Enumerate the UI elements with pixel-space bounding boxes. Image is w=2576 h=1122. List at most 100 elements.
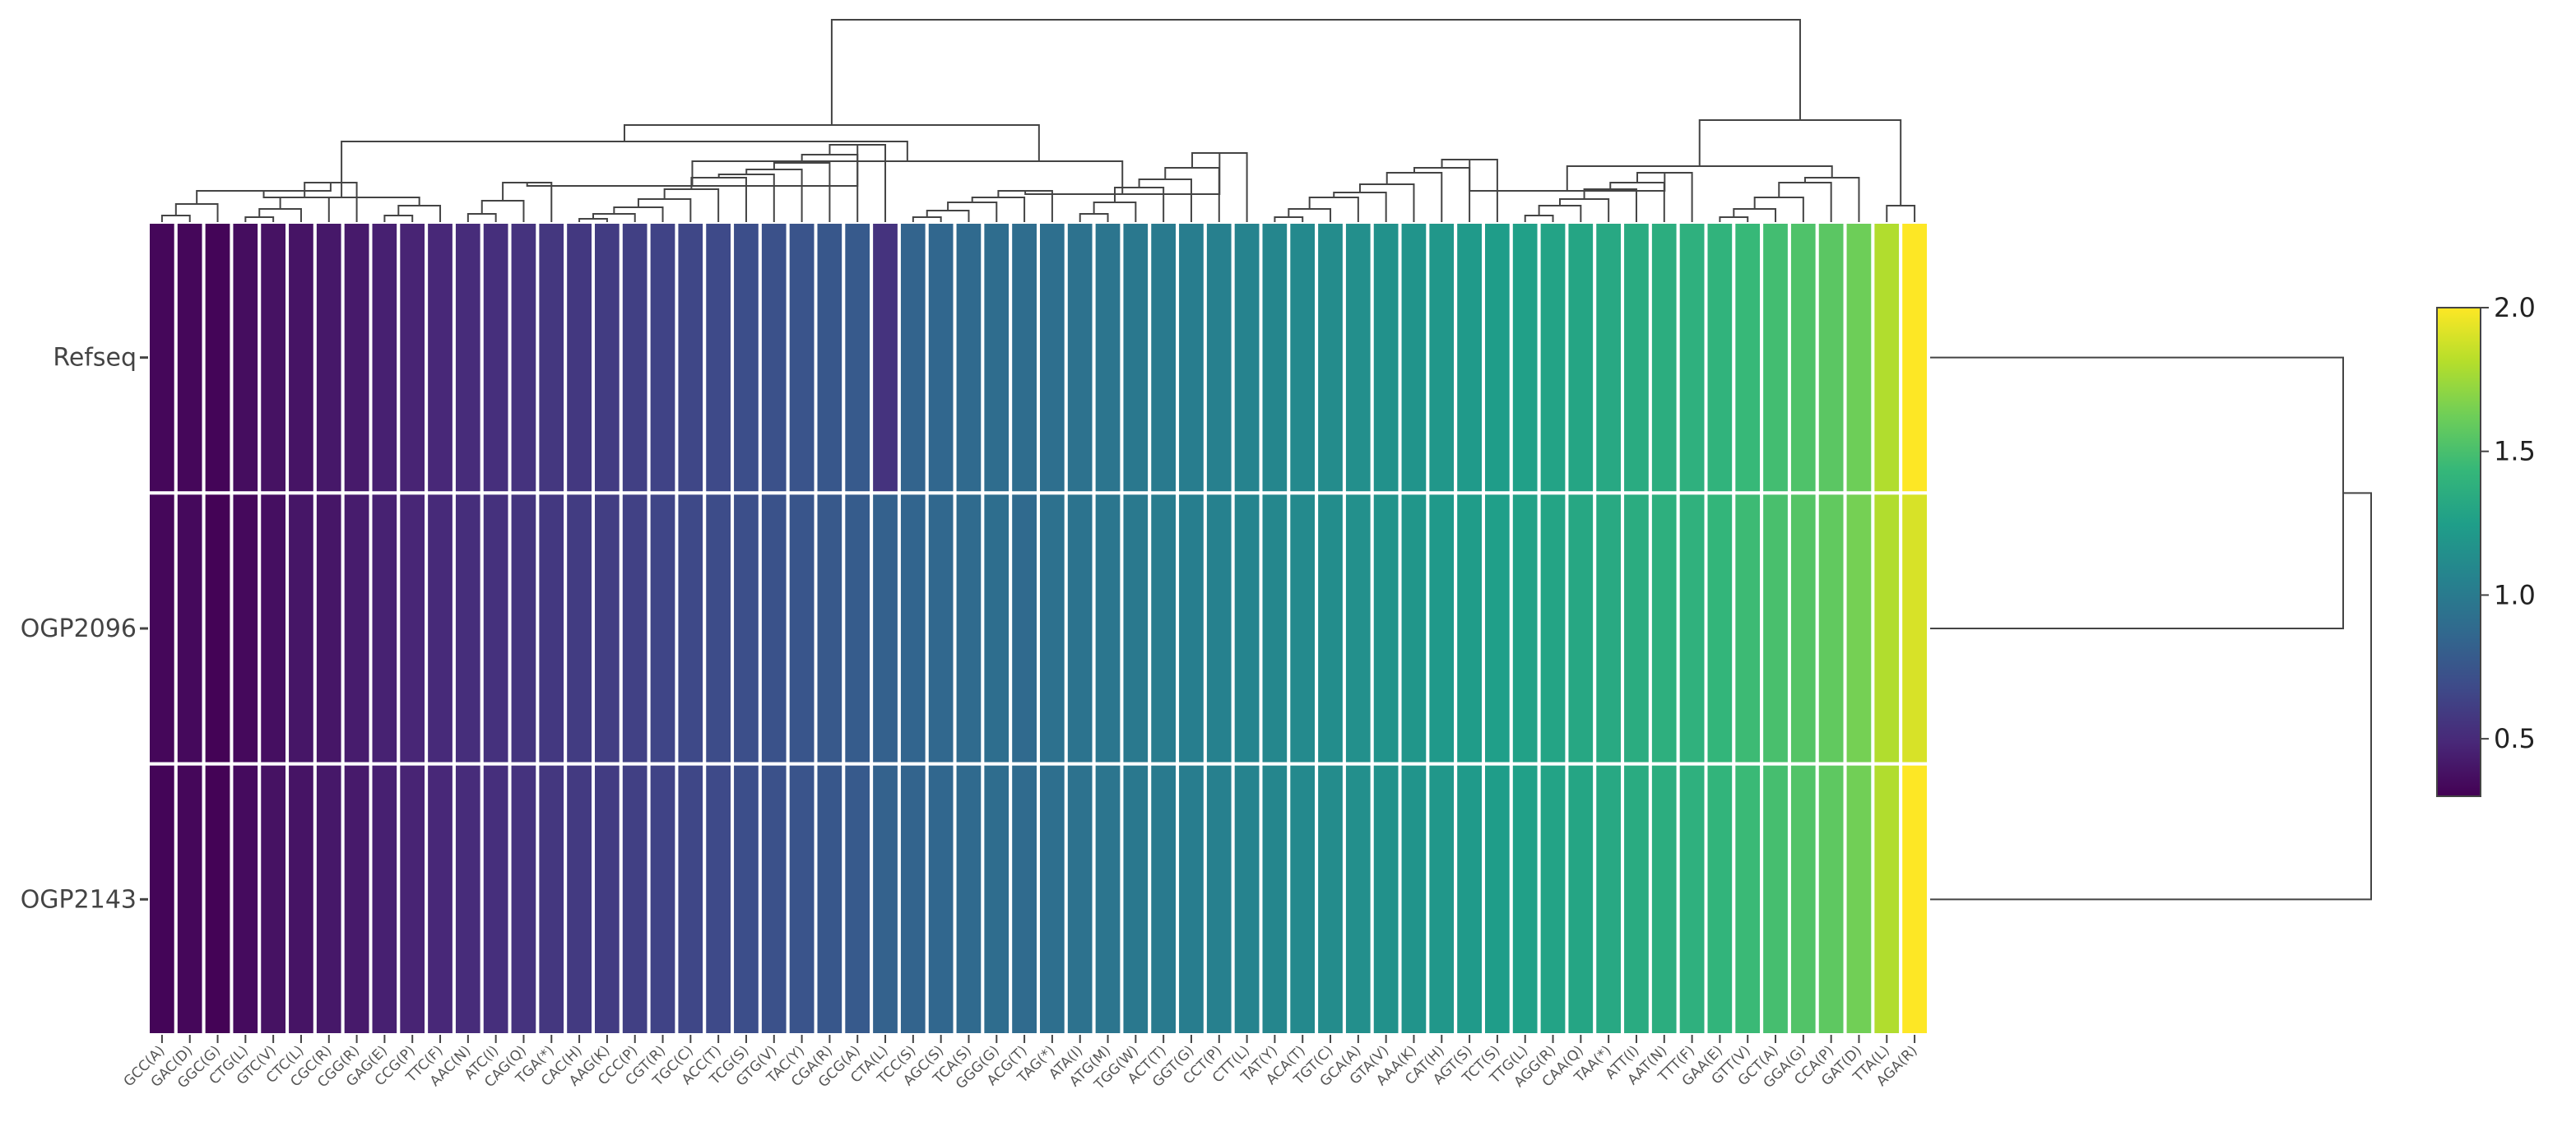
heatmap-cell — [1426, 220, 1458, 495]
heatmap-cell — [1203, 220, 1235, 495]
row-label: OGP2143 — [21, 885, 137, 914]
heatmap-cell — [1231, 220, 1263, 495]
dendrogram-link — [623, 124, 1040, 161]
heatmap-cell — [1621, 491, 1652, 766]
heatmap-cell — [731, 491, 762, 766]
heatmap-cell — [1509, 762, 1541, 1036]
heatmap-cell — [814, 762, 846, 1036]
heatmap-cell — [202, 762, 234, 1036]
heatmap-cell — [619, 762, 651, 1036]
dendrogram-link — [971, 197, 1026, 222]
heatmap-cell — [1760, 762, 1791, 1036]
heatmap-cell — [1454, 762, 1485, 1036]
heatmap-cell — [452, 220, 484, 495]
heatmap-cell — [1732, 762, 1764, 1036]
heatmap-cell — [1537, 491, 1569, 766]
heatmap-cell — [1454, 220, 1485, 495]
heatmap-cell — [480, 220, 512, 495]
colorbar-ticks: 0.5 1.0 1.5 2.0 — [2481, 292, 2536, 754]
heatmap-cell — [619, 220, 651, 495]
heatmap-cell — [1704, 220, 1736, 495]
heatmap-cell — [369, 220, 401, 495]
heatmap-cell — [230, 762, 262, 1036]
heatmap-cell — [313, 220, 345, 495]
heatmap-cell — [508, 220, 540, 495]
heatmap-cell — [1426, 762, 1458, 1036]
heatmap-cell — [1231, 762, 1263, 1036]
heatmap-cell — [1398, 762, 1430, 1036]
heatmap-cell — [230, 220, 262, 495]
heatmap-cell — [174, 762, 206, 1036]
heatmap-cell — [174, 491, 206, 766]
dendrogram-link — [1138, 178, 1192, 222]
heatmap-cell — [592, 491, 623, 766]
heatmap-cell — [1176, 220, 1207, 495]
heatmap-cell — [1203, 491, 1235, 766]
heatmap-cell — [1565, 491, 1597, 766]
heatmap-cell — [1565, 762, 1597, 1036]
heatmap-cell — [1537, 220, 1569, 495]
heatmap-cell — [1009, 220, 1040, 495]
heatmap-cell — [1815, 491, 1847, 766]
colorbar: 0.5 1.0 1.5 2.0 — [2436, 292, 2536, 797]
heatmap-cell — [758, 220, 790, 495]
heatmap-cell — [564, 762, 596, 1036]
heatmap-cell — [925, 762, 957, 1036]
heatmap-cell — [536, 762, 568, 1036]
colorbar-tick-label: 1.5 — [2494, 436, 2536, 467]
heatmap-cell — [1815, 220, 1847, 495]
heatmap-cell — [1648, 220, 1680, 495]
heatmap-cell — [1704, 491, 1736, 766]
row-labels: Refseq OGP2096 OGP2143 — [21, 344, 148, 914]
heatmap-cell — [842, 762, 874, 1036]
heatmap-cell — [647, 762, 679, 1036]
heatmap-cell — [1482, 220, 1513, 495]
dendrogram-link — [397, 205, 442, 222]
dendrogram-link — [663, 188, 720, 222]
heatmap-cell — [1565, 220, 1597, 495]
dendrogram-link — [947, 202, 998, 222]
heatmap-cell — [1342, 762, 1374, 1036]
dendrogram-link — [1930, 492, 2372, 901]
heatmap-cell — [1871, 491, 1903, 766]
heatmap-cell — [202, 491, 234, 766]
heatmap-cell — [425, 220, 456, 495]
heatmap-cell — [1259, 220, 1291, 495]
heatmap-cell — [1621, 762, 1652, 1036]
heatmap-cell — [146, 220, 178, 495]
dendrogram-link — [341, 141, 908, 197]
heatmap-cell — [1787, 762, 1819, 1036]
dendrogram-link — [691, 160, 1124, 194]
dendrogram-link — [1778, 182, 1832, 222]
heatmap-cell — [1259, 491, 1291, 766]
heatmap-cell — [258, 491, 290, 766]
heatmap-cell — [452, 491, 484, 766]
dendrogram-link — [258, 208, 302, 222]
heatmap-cell — [870, 491, 901, 766]
heatmap-cell — [1064, 762, 1096, 1036]
row-label: OGP2096 — [21, 614, 137, 643]
heatmap-cell — [1787, 491, 1819, 766]
heatmap-cell — [1064, 491, 1096, 766]
heatmap-cell — [397, 762, 429, 1036]
heatmap-cell — [981, 762, 1013, 1036]
heatmap-cell — [981, 220, 1013, 495]
heatmap-cell — [1676, 762, 1708, 1036]
heatmap-cell — [146, 762, 178, 1036]
heatmap-cell — [1148, 491, 1180, 766]
heatmap-cell — [1120, 220, 1152, 495]
heatmap-cell — [1148, 220, 1180, 495]
heatmap-cell — [1648, 762, 1680, 1036]
heatmap-cell — [1287, 220, 1319, 495]
heatmap-cell — [1037, 491, 1068, 766]
heatmap-cell — [897, 762, 929, 1036]
heatmap-cell — [1398, 220, 1430, 495]
heatmap-cell — [675, 220, 707, 495]
heatmap-cell — [536, 220, 568, 495]
heatmap-cell — [1148, 762, 1180, 1036]
heatmap-cell — [1843, 762, 1875, 1036]
heatmap-cell — [925, 491, 957, 766]
heatmap-cell — [1537, 762, 1569, 1036]
heatmap-cell — [508, 491, 540, 766]
